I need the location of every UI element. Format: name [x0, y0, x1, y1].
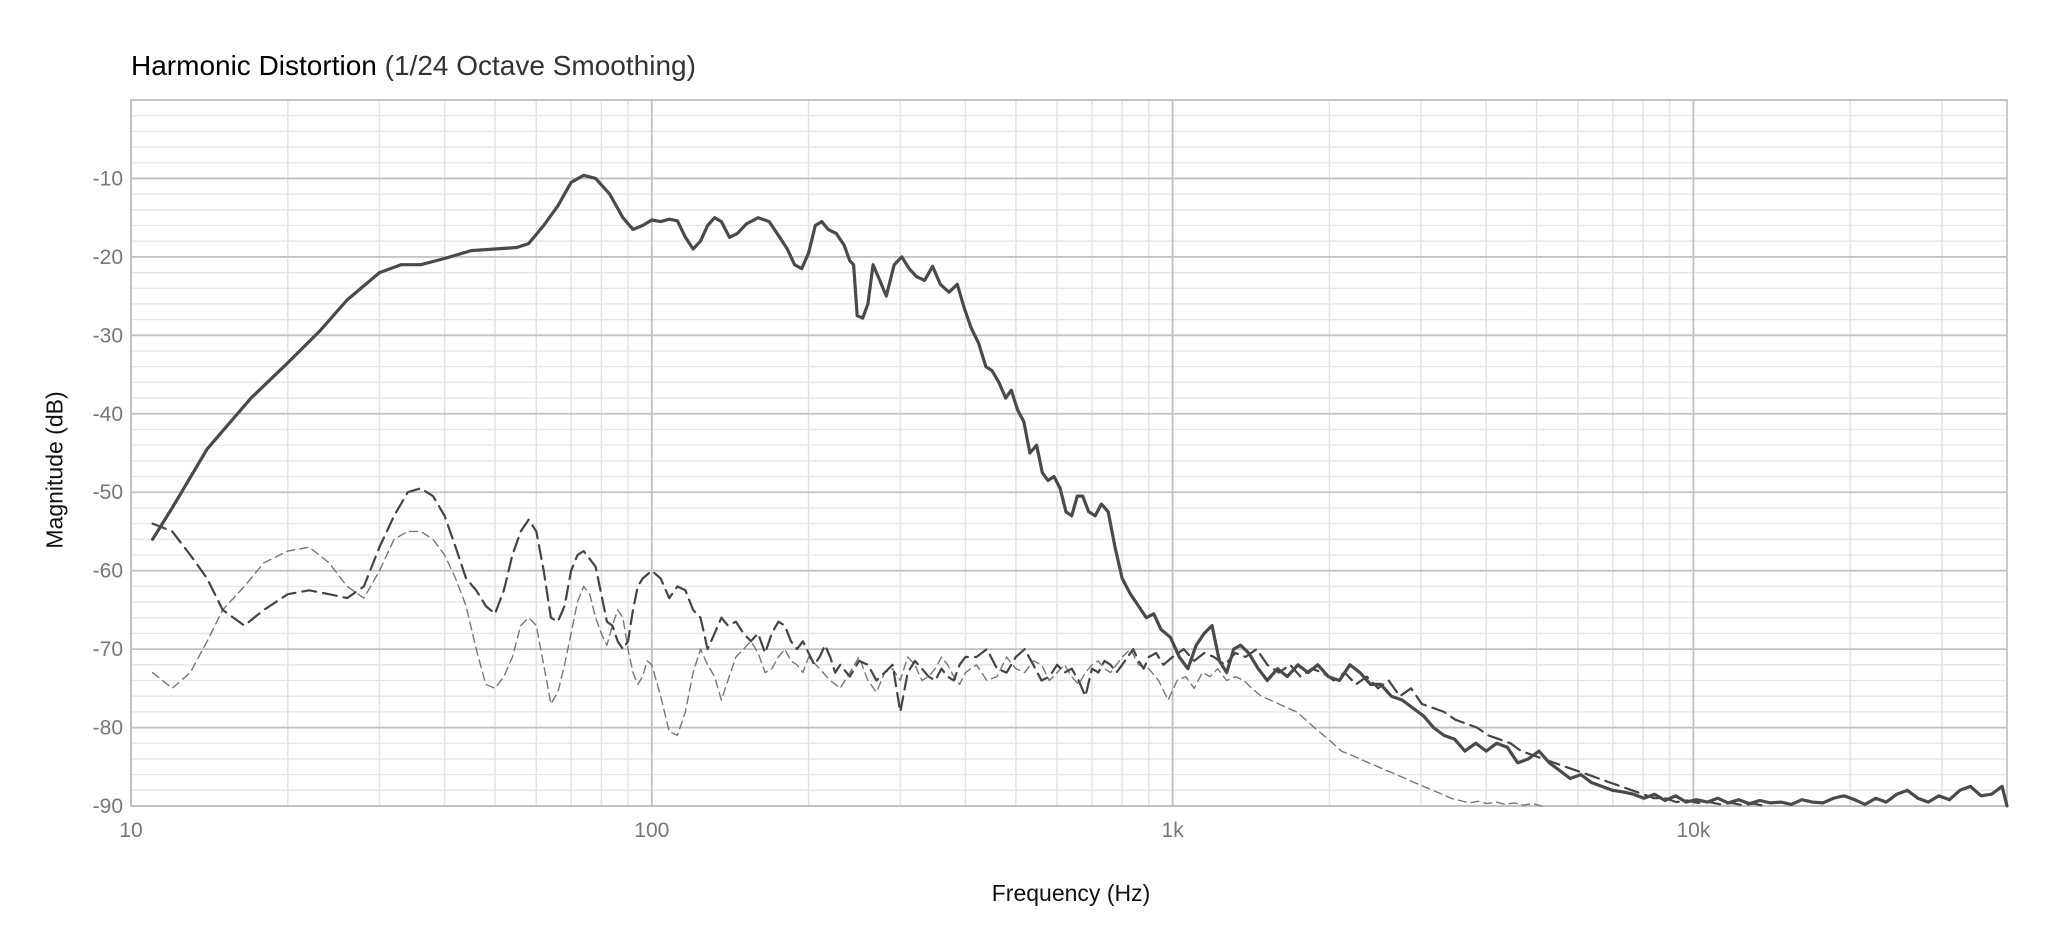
y-tick-label: -20: [93, 246, 123, 269]
x-tick-label: 100: [634, 819, 669, 842]
y-tick-label: -80: [93, 717, 123, 740]
y-tick-label: -50: [93, 481, 123, 504]
major-grid: [130, 99, 2007, 807]
y-tick-label: -60: [93, 560, 123, 583]
y-tick-label: -30: [93, 324, 123, 347]
series-line-dashed-light: [151, 530, 1543, 807]
x-tick-label: 1k: [1162, 819, 1185, 842]
chart-subtitle: (1/24 Octave Smoothing): [384, 50, 696, 81]
y-tick-label: -90: [93, 795, 123, 818]
chart-title-main: Harmonic Distortion: [131, 50, 377, 81]
series-line-solid: [151, 173, 2009, 808]
plot-frame: [130, 99, 2008, 807]
x-axis-label: Frequency (Hz): [991, 880, 1151, 906]
y-tick-label: -70: [93, 638, 123, 661]
series-layer: [151, 173, 2009, 808]
x-tick-label: 10: [119, 819, 142, 842]
chart-title: Harmonic Distortion (1/24 Octave Smoothi…: [131, 50, 696, 82]
x-tick-label: 10k: [1677, 819, 1711, 842]
minor-grid: [131, 100, 2008, 806]
y-tick-label: -10: [93, 167, 123, 190]
series-line-dashed: [151, 487, 1766, 808]
y-tick-label: -40: [93, 403, 123, 426]
